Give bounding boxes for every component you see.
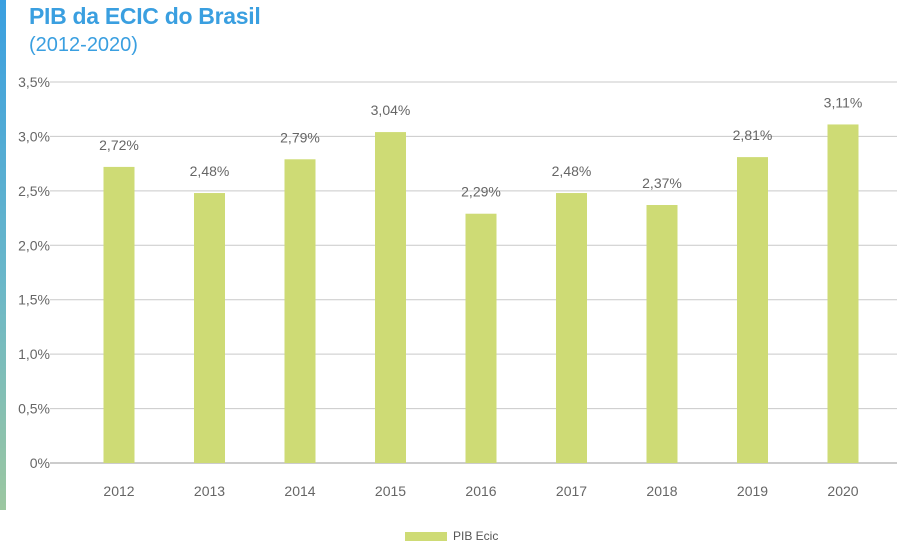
x-tick-label: 2019 (737, 483, 768, 499)
data-label: 3,11% (824, 94, 863, 110)
data-label: 2,79% (280, 129, 320, 145)
bar (556, 193, 587, 463)
x-tick-label: 2012 (103, 483, 134, 499)
y-tick-label: 0,5% (18, 401, 50, 417)
y-tick-label: 0% (30, 455, 50, 471)
bar (465, 213, 497, 463)
x-tick-label: 2020 (827, 483, 858, 499)
chart-title: PIB da ECIC do Brasil (29, 3, 261, 29)
y-tick-label: 1,5% (18, 292, 50, 308)
data-label: 2,81% (733, 127, 773, 143)
bar (646, 205, 678, 463)
data-label: 2,48% (190, 163, 230, 179)
bar (103, 166, 135, 463)
chart-legend: PIB Ecic (405, 528, 498, 544)
chart-canvas: 0% 0,5% 1,0% 1,5% 2,0% 2,5% 3,0% 3,5% 2,72% 2012 2… (18, 74, 897, 499)
x-tick-label: 2015 (375, 483, 406, 499)
bar (284, 159, 316, 463)
y-tick-label: 2,5% (18, 183, 50, 199)
bar (737, 157, 768, 463)
data-label: 3,04% (371, 102, 411, 118)
data-label: 2,29% (461, 184, 501, 200)
chart-subtitle: (2012-2020) (29, 34, 138, 56)
y-tick-label: 1,0% (18, 346, 50, 362)
bar (827, 124, 859, 463)
x-tick-label: 2016 (465, 483, 496, 499)
x-tick-label: 2013 (194, 483, 225, 499)
x-tick-label: 2018 (646, 483, 677, 499)
data-label: 2,48% (552, 163, 592, 179)
legend-label: PIB Ecic (453, 529, 499, 543)
data-label: 2,72% (99, 137, 139, 153)
side-accent-bar (0, 0, 6, 510)
y-tick-label: 3,5% (18, 74, 50, 90)
x-tick-label: 2017 (556, 483, 587, 499)
bar (194, 193, 225, 463)
y-tick-label: 2,0% (18, 237, 50, 253)
legend-swatch (405, 531, 447, 541)
data-label: 2,37% (642, 175, 682, 191)
bar (375, 132, 406, 463)
x-tick-label: 2014 (284, 483, 315, 499)
y-tick-label: 3,0% (18, 128, 50, 144)
